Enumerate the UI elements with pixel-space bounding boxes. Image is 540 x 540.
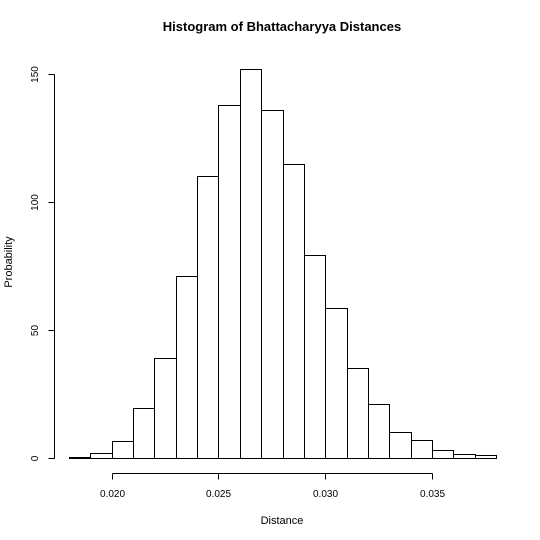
histogram-bar	[325, 308, 348, 459]
histogram-bar	[197, 176, 219, 459]
histogram-bar	[389, 432, 412, 459]
bars-group	[69, 69, 497, 459]
chart-title: Histogram of Bhattacharyya Distances	[163, 19, 401, 34]
histogram-bar	[432, 450, 454, 459]
histogram-bar	[218, 105, 241, 459]
x-axis: 0.020 0.025 0.030 0.035	[100, 473, 445, 500]
y-tick-label: 50	[30, 325, 41, 337]
x-axis-title: Distance	[261, 515, 304, 527]
y-axis: 0 50 100 150	[30, 66, 55, 461]
histogram-bar	[133, 408, 155, 459]
histogram-bar	[368, 404, 390, 459]
histogram-bar	[304, 255, 326, 459]
y-tick-label: 100	[30, 194, 41, 211]
histogram-bar	[453, 454, 476, 459]
histogram-bar	[154, 358, 177, 459]
histogram-bar	[90, 453, 113, 459]
x-tick-label: 0.025	[206, 489, 231, 500]
histogram-bar	[475, 455, 497, 459]
histogram-bar	[347, 368, 369, 459]
histogram-bar	[69, 457, 91, 459]
x-tick-label: 0.030	[313, 489, 338, 500]
histogram-bar	[240, 69, 262, 459]
histogram-bar	[411, 440, 433, 459]
x-tick-label: 0.020	[100, 489, 125, 500]
histogram-bar	[176, 276, 198, 459]
y-tick-label: 150	[30, 66, 41, 83]
y-axis-title: Probability	[3, 236, 15, 288]
y-tick-label: 0	[30, 455, 41, 461]
histogram-bar	[261, 110, 284, 459]
histogram-bar	[283, 164, 305, 459]
histogram-bar	[112, 441, 134, 459]
x-tick-label: 0.035	[420, 489, 445, 500]
